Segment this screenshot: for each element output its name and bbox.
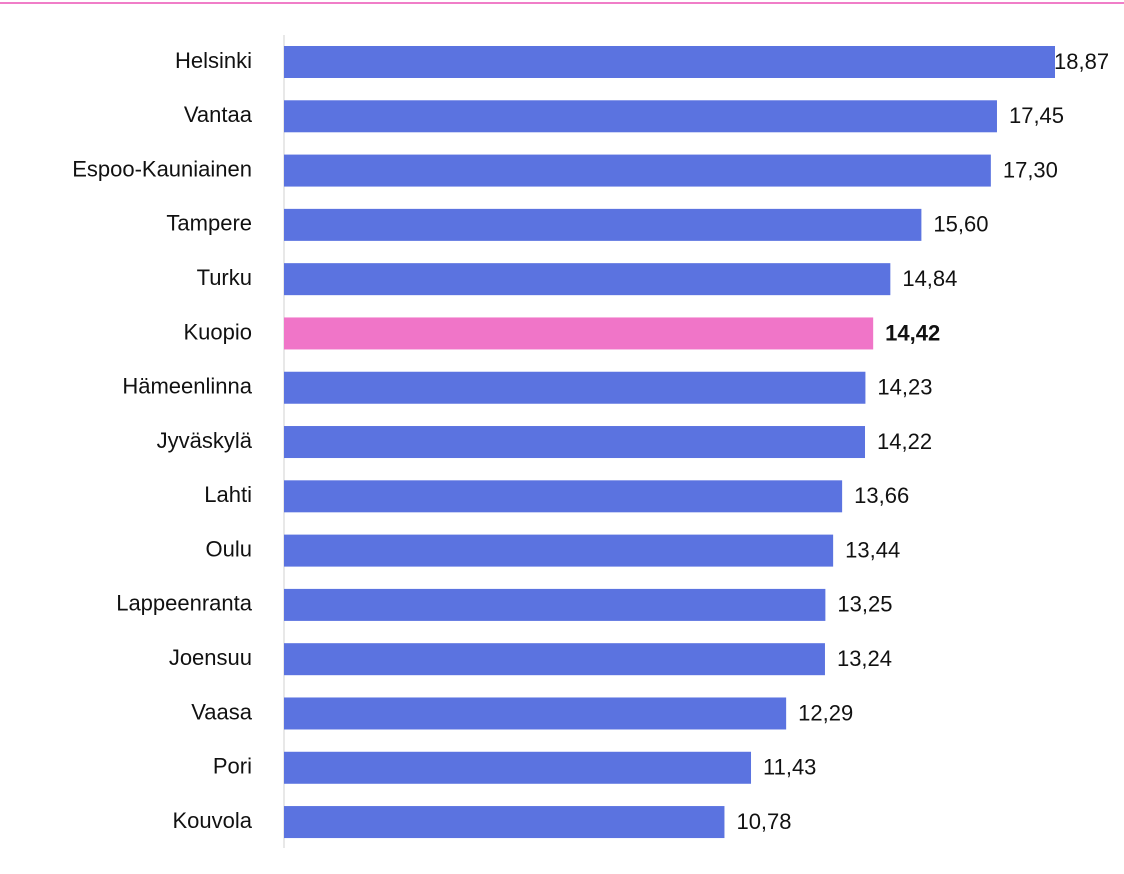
bar <box>284 588 826 621</box>
value-label: 12,29 <box>798 700 853 725</box>
value-label: 14,23 <box>877 375 932 400</box>
value-label: 13,25 <box>837 592 892 617</box>
value-label: 11,43 <box>763 755 816 780</box>
value-label: 14,22 <box>877 429 932 454</box>
category-label: Espoo-Kauniainen <box>72 156 252 181</box>
bar <box>284 263 891 296</box>
value-label: 17,30 <box>1003 157 1058 182</box>
value-label: 10,78 <box>736 809 791 834</box>
value-label: 18,87 <box>1054 49 1109 74</box>
category-label: Kouvola <box>172 808 252 833</box>
bar <box>284 806 725 839</box>
category-label: Oulu <box>206 536 252 561</box>
category-label: Kuopio <box>183 319 252 344</box>
bar <box>284 426 866 459</box>
bar <box>284 751 752 784</box>
category-label: Lahti <box>204 482 252 507</box>
category-label: Turku <box>197 265 252 290</box>
value-label: 14,42 <box>885 320 940 345</box>
value-label: 13,66 <box>854 483 909 508</box>
bar <box>284 480 843 513</box>
category-label: Vaasa <box>191 699 253 724</box>
category-label: Hämeenlinna <box>122 374 252 399</box>
bar <box>284 46 1055 78</box>
bar <box>284 208 922 241</box>
value-label: 13,44 <box>845 537 900 562</box>
category-label: Lappeenranta <box>116 591 253 616</box>
value-label: 13,24 <box>837 646 892 671</box>
bar <box>284 154 991 187</box>
category-label: Pori <box>213 754 252 779</box>
value-label: 17,45 <box>1009 103 1064 128</box>
bar <box>284 643 825 676</box>
bar <box>284 100 997 133</box>
category-label: Joensuu <box>169 645 252 670</box>
value-label: 14,84 <box>902 266 957 291</box>
bar <box>284 697 787 730</box>
category-label: Jyväskylä <box>157 428 253 453</box>
bar <box>284 317 874 350</box>
category-label: Vantaa <box>184 102 253 127</box>
bar <box>284 371 866 404</box>
category-label: Helsinki <box>175 48 252 73</box>
value-label: 15,60 <box>933 212 988 237</box>
category-label: Tampere <box>166 211 252 236</box>
bar <box>284 534 834 567</box>
